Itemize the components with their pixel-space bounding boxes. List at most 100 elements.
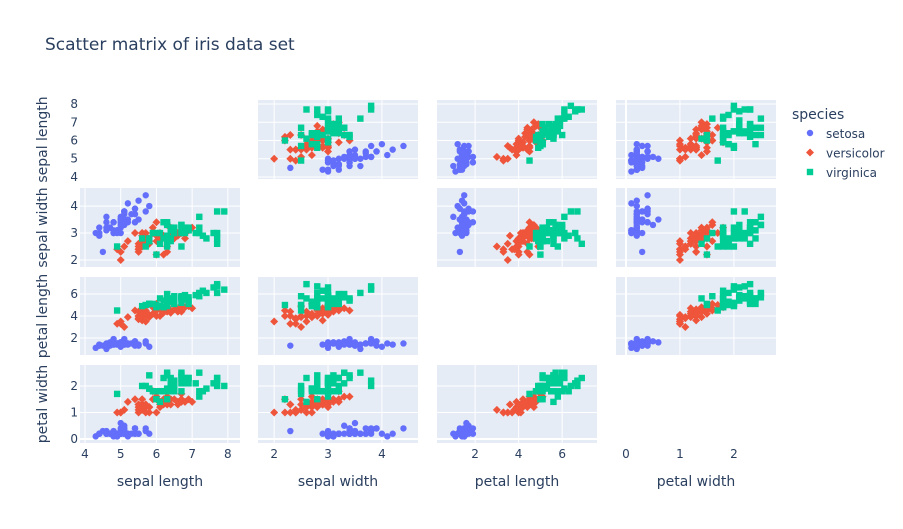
point-virginica xyxy=(153,251,160,258)
point-virginica xyxy=(574,377,581,384)
point-virginica xyxy=(178,380,185,387)
point-virginica xyxy=(156,240,164,248)
point-virginica xyxy=(324,393,332,400)
point-setosa xyxy=(103,219,110,226)
point-virginica xyxy=(178,369,185,376)
point-setosa xyxy=(287,342,294,349)
point-setosa xyxy=(357,345,364,353)
point-setosa xyxy=(458,221,466,229)
point-virginica xyxy=(324,106,332,113)
point-virginica xyxy=(303,135,310,142)
point-virginica xyxy=(160,235,167,242)
point-setosa xyxy=(128,340,135,347)
point-virginica xyxy=(297,301,305,309)
point-virginica xyxy=(297,307,305,314)
point-virginica xyxy=(736,297,743,304)
point-virginica xyxy=(730,106,738,113)
point-virginica xyxy=(330,300,337,308)
y-axis-title: petal length xyxy=(35,274,51,359)
point-virginica xyxy=(578,374,585,382)
point-versicolor xyxy=(529,123,538,132)
point-virginica xyxy=(181,224,189,231)
point-virginica xyxy=(213,374,221,382)
point-virginica xyxy=(213,229,221,237)
point-versicolor xyxy=(329,395,338,404)
point-setosa xyxy=(142,192,149,199)
point-versicolor xyxy=(527,397,536,406)
point-virginica xyxy=(346,297,353,304)
point-virginica xyxy=(314,289,321,297)
legend[interactable]: species setosa versicolor virginica xyxy=(792,107,885,180)
point-setosa xyxy=(463,216,470,223)
point-versicolor xyxy=(521,132,530,141)
point-virginica xyxy=(167,377,174,384)
point-setosa xyxy=(373,425,380,432)
point-virginica xyxy=(314,304,321,311)
point-versicolor xyxy=(692,247,701,256)
point-versicolor xyxy=(291,145,300,154)
y-tick-label: 4 xyxy=(70,170,78,184)
legend-item-setosa[interactable]: setosa xyxy=(806,127,865,141)
x-tick-label: 6 xyxy=(153,447,161,461)
point-virginica xyxy=(698,295,705,302)
point-virginica xyxy=(153,388,160,395)
point-setosa xyxy=(146,202,153,210)
point-virginica xyxy=(303,106,310,113)
point-virginica xyxy=(221,208,228,215)
point-versicolor xyxy=(686,239,695,248)
point-virginica xyxy=(196,393,203,400)
point-virginica xyxy=(578,106,585,113)
point-versicolor xyxy=(307,309,316,318)
point-virginica xyxy=(335,382,343,390)
point-setosa xyxy=(287,427,294,435)
point-versicolor xyxy=(123,237,132,246)
point-setosa xyxy=(458,155,466,162)
point-setosa xyxy=(638,229,646,237)
point-virginica xyxy=(574,106,581,113)
legend-item-versicolor[interactable]: versicolor xyxy=(806,147,885,161)
point-setosa xyxy=(465,142,472,150)
point-versicolor xyxy=(334,395,343,404)
panel-petal-length-vs-petal-width xyxy=(616,277,776,355)
chart-title: Scatter matrix of iris data set xyxy=(45,35,295,55)
legend-item-virginica[interactable]: virginica xyxy=(806,166,877,180)
point-versicolor xyxy=(141,310,150,319)
point-virginica xyxy=(171,293,178,300)
point-virginica xyxy=(535,144,542,152)
point-virginica xyxy=(308,300,316,308)
point-virginica xyxy=(752,300,759,308)
point-virginica xyxy=(181,296,189,303)
point-virginica xyxy=(213,208,221,215)
point-setosa xyxy=(346,425,353,432)
point-setosa xyxy=(135,342,142,349)
point-virginica xyxy=(324,388,332,395)
y-tick-label: 2 xyxy=(70,379,78,393)
point-virginica xyxy=(297,157,305,164)
point-versicolor xyxy=(131,229,139,238)
point-setosa xyxy=(142,427,149,435)
point-setosa xyxy=(655,339,662,346)
point-setosa xyxy=(117,221,124,229)
point-versicolor xyxy=(120,322,129,331)
point-virginica xyxy=(335,291,343,299)
point-virginica xyxy=(556,374,564,382)
point-versicolor xyxy=(318,395,327,404)
point-virginica xyxy=(539,396,546,403)
x-tick-label: 4 xyxy=(378,447,386,461)
x-tick-label: 3 xyxy=(324,447,332,461)
point-virginica xyxy=(736,130,743,137)
point-setosa xyxy=(378,430,386,437)
point-virginica xyxy=(153,229,160,237)
point-virginica xyxy=(561,106,568,113)
point-setosa xyxy=(378,343,386,350)
point-virginica xyxy=(314,295,321,302)
point-versicolor xyxy=(302,317,311,326)
point-setosa xyxy=(110,229,117,237)
point-virginica xyxy=(539,120,546,128)
point-virginica xyxy=(324,115,332,122)
point-versicolor xyxy=(692,316,701,325)
point-virginica xyxy=(149,300,157,308)
point-virginica xyxy=(196,213,203,221)
point-versicolor xyxy=(508,245,517,254)
point-virginica xyxy=(730,208,738,215)
